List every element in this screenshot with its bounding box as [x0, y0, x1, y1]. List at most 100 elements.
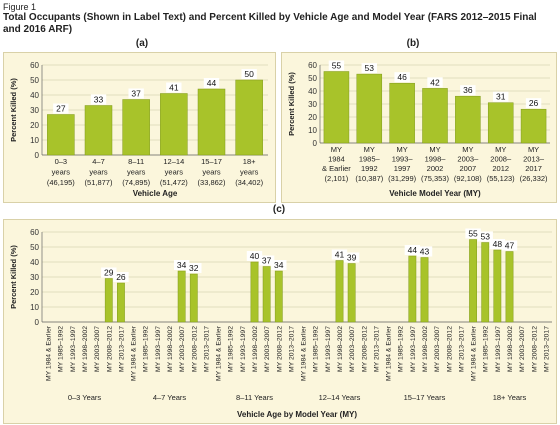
- bar: [47, 114, 75, 156]
- y-axis-title: Percent Killed (%): [287, 72, 296, 136]
- chart-panel-b: 0 10 20 30 40 50 60 Percent Killed (%) 55 MY 1984 &…: [281, 52, 557, 203]
- y-axis-title: Percent Killed (%): [9, 78, 18, 142]
- y-axis-title: Percent Killed (%): [9, 245, 18, 309]
- x-tick-label: MY 2008–2012: [276, 326, 283, 372]
- bar: [250, 261, 259, 323]
- y-tick-label: 60: [30, 61, 39, 70]
- bar: [408, 255, 417, 323]
- data-label-box: [173, 260, 190, 270]
- x-tick-label: MY 1998–2002: [507, 326, 514, 372]
- x-tick-label: MY: [495, 145, 506, 154]
- data-label-box: [501, 240, 518, 251]
- x-tick-label: MY 2008–2012: [531, 326, 538, 372]
- y-tick-label: 0: [35, 318, 40, 327]
- bar: [262, 266, 271, 323]
- data-label: 32: [189, 263, 199, 273]
- data-label: 29: [104, 268, 114, 278]
- bar: [323, 71, 350, 144]
- x-tick-label: (75,353): [421, 174, 449, 183]
- bar: [117, 282, 125, 323]
- y-tick-label: 30: [30, 106, 39, 115]
- group-label: 15–17 Years: [404, 393, 446, 402]
- x-tick-label: 4–7: [92, 157, 105, 166]
- data-label: 33: [94, 95, 104, 105]
- x-tick-label: years: [127, 168, 146, 177]
- bar: [422, 88, 448, 144]
- x-tick-label: 1992: [361, 164, 378, 173]
- data-label: 34: [177, 260, 187, 270]
- x-tick-label: (51,877): [85, 178, 113, 187]
- bar: [347, 263, 356, 323]
- x-tick-label: 18+: [243, 157, 256, 166]
- y-tick-label: 20: [30, 288, 39, 297]
- x-tick-label: 1984: [328, 155, 345, 164]
- data-label: 55: [468, 229, 478, 239]
- x-tick-label: MY 1985–1992: [398, 326, 405, 372]
- y-tick-label: 0: [313, 139, 318, 148]
- x-tick-label: MY 1985–1992: [228, 326, 235, 372]
- x-tick-label: MY 2013–2017: [288, 326, 295, 372]
- y-tick-label: 60: [308, 61, 317, 70]
- group-label: 8–11 Years: [236, 393, 273, 402]
- x-tick-label: MY 2008–2012: [446, 326, 453, 372]
- x-tick-label: MY 1985–1992: [483, 326, 490, 372]
- bar: [481, 242, 490, 323]
- x-tick-label: MY: [331, 145, 342, 154]
- data-label-box: [460, 85, 476, 96]
- data-label: 43: [420, 247, 430, 257]
- data-label-box: [186, 263, 202, 273]
- data-label-box: [525, 98, 542, 109]
- x-tick-label: MY: [462, 145, 473, 154]
- x-tick-label: MY 2013–2017: [543, 326, 550, 372]
- data-label: 27: [56, 104, 66, 114]
- data-label-box: [241, 69, 257, 79]
- x-axis-title: Vehicle Age: [133, 189, 178, 198]
- panel-label-b: (b): [406, 38, 420, 49]
- x-tick-label: 2012: [492, 164, 509, 173]
- y-tick-label: 0: [35, 151, 40, 160]
- data-label: 40: [250, 251, 260, 261]
- data-label: 53: [365, 63, 375, 73]
- x-tick-label: MY 2013–2017: [118, 326, 125, 372]
- x-tick-label: MY 1984 & Earlier: [386, 325, 393, 381]
- x-tick-label: (74,895): [122, 178, 150, 187]
- bar: [189, 273, 198, 323]
- data-label: 36: [463, 85, 473, 95]
- x-tick-label: years: [89, 168, 108, 177]
- x-tick-label: MY 1993–1997: [410, 326, 417, 372]
- x-tick-label: (55,123): [487, 174, 515, 183]
- data-label-box: [416, 246, 433, 257]
- x-tick-label: MY 1984 & Earlier: [131, 325, 138, 381]
- data-label: 44: [207, 78, 217, 88]
- data-label: 37: [131, 89, 141, 99]
- data-label: 46: [397, 72, 407, 82]
- x-tick-label: 12–14: [163, 157, 184, 166]
- bar: [274, 270, 283, 323]
- y-tick-label: 50: [30, 76, 39, 85]
- bar: [455, 95, 481, 144]
- data-label: 26: [529, 98, 539, 108]
- data-label-box: [203, 78, 220, 88]
- data-label-box: [394, 72, 410, 83]
- x-tick-label: MY 2013–2017: [373, 326, 380, 372]
- data-label: 37: [262, 256, 272, 266]
- x-tick-label: (26,332): [520, 174, 548, 183]
- x-tick-label: 1993–: [392, 155, 414, 164]
- x-tick-label: MY 1998–2002: [422, 326, 429, 372]
- x-tick-label: MY 1984 & Earlier: [301, 325, 308, 381]
- x-tick-label: MY 1984 & Earlier: [46, 325, 53, 381]
- panel-label-a: (a): [135, 38, 149, 49]
- y-tick-label: 30: [30, 273, 39, 282]
- x-tick-label: (10,387): [355, 174, 383, 183]
- data-label-box: [53, 103, 69, 114]
- x-tick-label: (51,472): [160, 178, 188, 187]
- data-label: 41: [169, 83, 179, 93]
- x-tick-label: MY 1985–1992: [313, 326, 320, 372]
- data-label: 47: [505, 241, 515, 251]
- x-tick-label: & Earlier: [322, 164, 351, 173]
- bar: [469, 239, 477, 323]
- y-tick-label: 20: [308, 113, 317, 122]
- x-tick-label: (31,299): [388, 174, 416, 183]
- x-tick-label: MY 1998–2002: [337, 326, 344, 372]
- data-label: 42: [430, 77, 440, 87]
